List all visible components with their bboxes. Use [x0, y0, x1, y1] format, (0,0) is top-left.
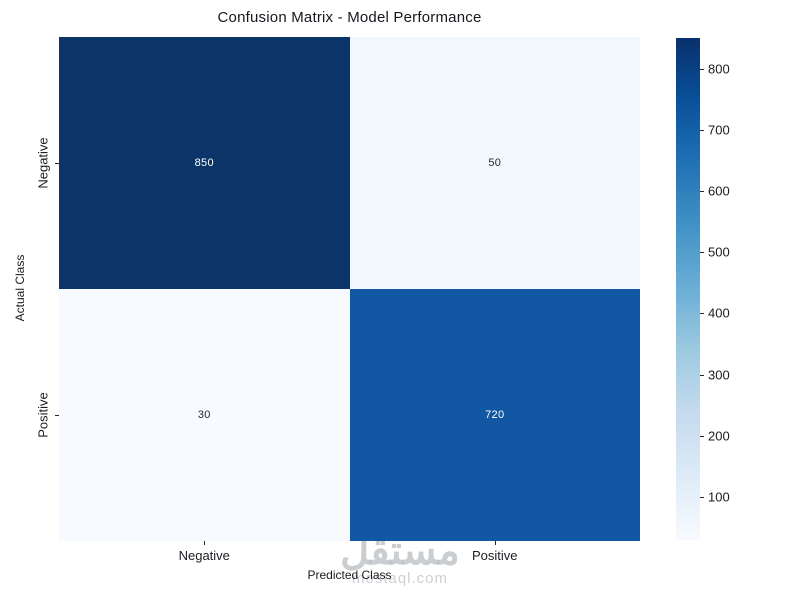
colorbar-tick-mark [700, 435, 704, 437]
cell-value: 720 [485, 409, 505, 421]
heatmap-cell-negative-positive: 50 [349, 37, 640, 289]
chart-title: Confusion Matrix - Model Performance [217, 9, 482, 26]
cell-value: 30 [197, 409, 211, 421]
colorbar-tick-label-200: 200 [708, 428, 730, 444]
colorbar-tick-label-600: 600 [708, 183, 730, 199]
x-axis-label: Predicted Class [307, 568, 392, 582]
colorbar-tick-mark [700, 374, 704, 376]
y-tick-label-negative: Negative [35, 137, 51, 189]
x-tick-label-positive: Positive [471, 548, 518, 563]
colorbar-tick-mark [700, 191, 704, 193]
colorbar-tick-label-300: 300 [708, 367, 730, 383]
y-tick-mark [55, 163, 59, 164]
heatmap-cell-positive-negative: 30 [59, 289, 350, 541]
colorbar-tick-mark [700, 129, 704, 131]
cell-value: 850 [194, 157, 214, 169]
y-tick-label-positive: Positive [35, 392, 51, 438]
colorbar-tick-label-400: 400 [708, 305, 730, 321]
colorbar-tick-label-500: 500 [708, 244, 730, 260]
colorbar [676, 38, 700, 540]
heatmap-cell-positive-positive: 720 [349, 289, 640, 541]
y-axis-label: Actual Class [13, 254, 27, 322]
x-tick-mark [204, 541, 206, 545]
heatmap-grid: 850 50 30 720 [59, 37, 640, 541]
colorbar-tick-label-800: 800 [708, 61, 730, 77]
colorbar-tick-mark [700, 313, 704, 315]
colorbar-tick-mark [700, 497, 704, 499]
cell-value: 50 [488, 157, 502, 169]
heatmap-cell-negative-negative: 850 [59, 37, 350, 289]
colorbar-tick-mark [700, 68, 704, 70]
colorbar-tick-label-100: 100 [708, 489, 730, 505]
y-tick-mark [55, 415, 59, 416]
x-tick-label-negative: Negative [178, 548, 230, 563]
colorbar-tick-label-700: 700 [708, 122, 730, 138]
colorbar-tick-mark [700, 252, 704, 254]
x-tick-mark [494, 541, 496, 545]
